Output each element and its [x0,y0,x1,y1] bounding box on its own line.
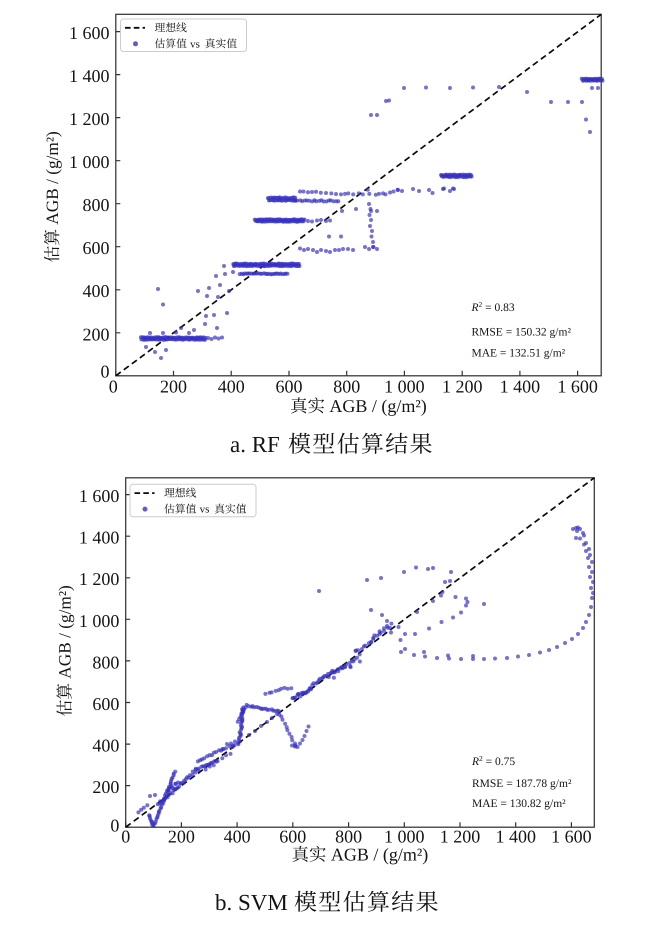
svg-text:1 000: 1 000 [384,827,425,847]
svg-text:200: 200 [83,324,110,344]
svg-text:RMSE = 150.32 g/m²: RMSE = 150.32 g/m² [472,327,572,339]
svg-text:MAE = 130.82 g/m²: MAE = 130.82 g/m² [472,798,566,810]
svg-text:1 200: 1 200 [442,377,483,397]
svg-text:1 600: 1 600 [557,377,598,397]
svg-text:1 000: 1 000 [79,611,120,631]
svg-text:1 400: 1 400 [69,66,110,86]
svg-text:600: 600 [92,694,119,714]
svg-text:1 000: 1 000 [69,152,110,172]
svg-text:R2 = 0.75: R2 = 0.75 [471,754,515,768]
svg-text:800: 800 [92,652,119,672]
svg-text:0: 0 [101,362,110,382]
svg-text:400: 400 [83,281,110,301]
svg-text:400: 400 [224,827,251,847]
svg-text:AGB / (g/m²): AGB / (g/m²) [56,585,75,679]
svg-text:1 000: 1 000 [384,377,425,397]
svg-text:1 200: 1 200 [69,109,110,129]
svg-text:AGB / (g/m²): AGB / (g/m²) [329,396,426,416]
svg-text:800: 800 [335,827,362,847]
svg-text:1 600: 1 600 [69,23,110,43]
svg-text:400: 400 [92,736,119,756]
svg-text:vs: vs [200,504,210,516]
svg-text:600: 600 [276,377,303,397]
svg-text:200: 200 [168,827,195,847]
svg-text:a. RF: a. RF [230,432,280,457]
svg-text:1 200: 1 200 [440,827,481,847]
svg-text:AGB / (g/m²): AGB / (g/m²) [43,131,62,225]
svg-text:0: 0 [121,827,130,847]
svg-text:400: 400 [218,377,245,397]
svg-text:1 600: 1 600 [551,827,592,847]
svg-text:1 400: 1 400 [500,377,541,397]
svg-text:600: 600 [83,238,110,258]
svg-text:600: 600 [279,827,306,847]
svg-text:200: 200 [92,777,119,797]
svg-text:AGB / (g/m²): AGB / (g/m²) [331,845,428,865]
svg-text:1 600: 1 600 [79,486,120,506]
svg-text:800: 800 [333,377,360,397]
svg-text:vs: vs [190,38,200,50]
svg-text:R2 = 0.83: R2 = 0.83 [471,300,515,314]
svg-text:0: 0 [110,815,119,835]
svg-text:200: 200 [160,377,187,397]
svg-text:1 200: 1 200 [79,569,120,589]
svg-text:MAE = 132.51 g/m²: MAE = 132.51 g/m² [472,347,566,359]
svg-text:RMSE = 187.78 g/m²: RMSE = 187.78 g/m² [472,778,572,790]
svg-text:800: 800 [83,195,110,215]
svg-text:1 400: 1 400 [495,827,536,847]
svg-text:1 400: 1 400 [79,528,120,548]
svg-text:0: 0 [109,377,118,397]
svg-text:b. SVM: b. SVM [215,890,288,915]
